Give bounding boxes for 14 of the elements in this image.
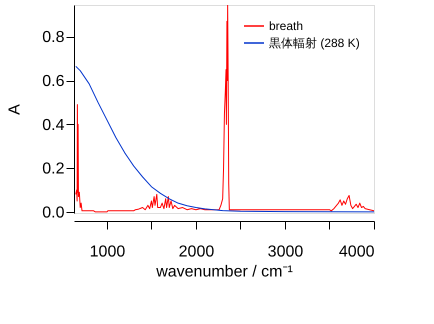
- y-axis-title: A: [6, 104, 24, 115]
- y-tick-label: 0.6: [42, 73, 65, 90]
- line-series: [75, 66, 374, 212]
- legend-label: 黒体輻射 (288 K): [269, 36, 360, 50]
- x-tick-label: 1000: [90, 244, 126, 260]
- y-tick-label: 0.0: [42, 204, 65, 222]
- x-tick-label: 3000: [268, 244, 304, 260]
- y-tick-label: 0.2: [42, 160, 65, 178]
- y-tick-label: 0.8: [42, 29, 65, 46]
- legend-label: breath: [269, 19, 304, 33]
- x-axis-title: wavenumber / cm⁻¹: [155, 264, 293, 280]
- x-tick-label: 4000: [338, 244, 375, 260]
- y-tick-label: 0.4: [42, 116, 65, 134]
- x-tick-label: 2000: [178, 244, 214, 260]
